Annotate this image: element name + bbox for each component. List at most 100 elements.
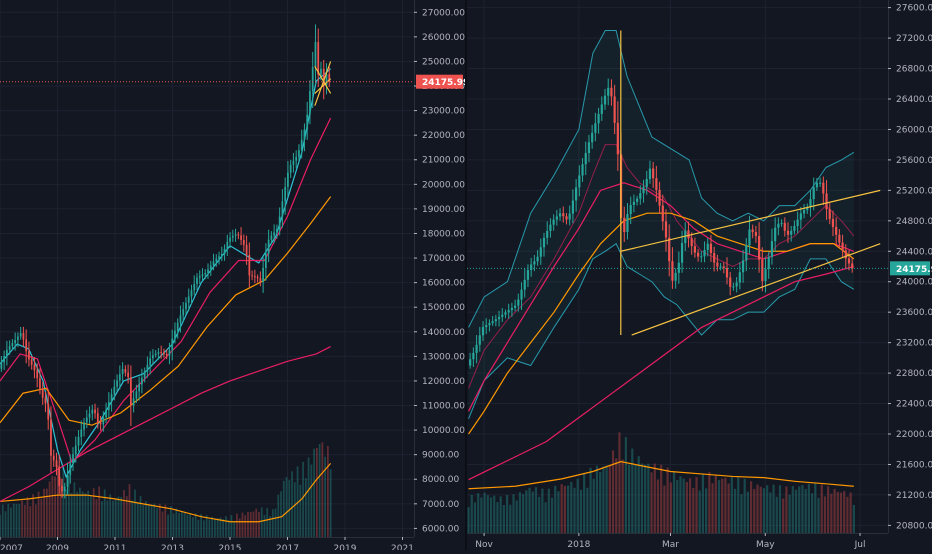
candle-body	[287, 172, 289, 187]
volume-bar	[769, 492, 772, 533]
volume-bar	[586, 487, 589, 533]
candle-body	[262, 267, 264, 283]
candle-body	[687, 230, 690, 239]
volume-bar	[766, 485, 769, 533]
candle-body	[530, 264, 533, 270]
candle-body	[648, 168, 652, 180]
time-tick-label: 2011	[104, 544, 127, 550]
candle-body	[562, 213, 565, 217]
candle-body	[152, 355, 154, 359]
volume-bar	[92, 488, 95, 537]
bollinger-upper-line	[468, 29, 855, 328]
candle-body	[478, 335, 481, 345]
volume-average-line	[468, 461, 854, 490]
candle-body	[504, 312, 507, 315]
candle-body	[703, 249, 706, 257]
volume-bar	[296, 466, 299, 537]
volume-bar	[827, 486, 830, 533]
volume-bar	[656, 479, 660, 533]
candle-body	[251, 275, 253, 277]
volume-bar	[125, 496, 128, 537]
volume-bar	[65, 489, 68, 537]
price-tick-label: 11000.00	[422, 402, 465, 412]
candle-body	[815, 182, 819, 188]
candle-body	[220, 254, 223, 257]
volume-bar	[611, 450, 615, 533]
volume-bar	[791, 486, 794, 533]
candle-body	[94, 409, 96, 414]
price-tick-label: 25200.00	[896, 186, 932, 196]
bollinger-lower-line	[468, 242, 855, 419]
candle-body	[47, 403, 50, 420]
candle-body	[6, 349, 8, 357]
volume-bar	[573, 487, 576, 533]
price-tick-label: 20800.00	[896, 521, 932, 531]
volume-bar	[109, 494, 112, 537]
volume-bar	[238, 518, 241, 537]
candle-body	[799, 213, 802, 220]
candle-body	[129, 377, 132, 406]
candle-body	[809, 199, 812, 208]
candle-body	[284, 186, 287, 202]
price-tick-label: 25000.00	[422, 57, 465, 67]
candle-body	[22, 333, 25, 340]
volume-bar	[70, 492, 73, 537]
volume-bar	[216, 518, 219, 537]
candle-body	[636, 198, 639, 202]
volume-bar	[653, 463, 656, 533]
candle-body	[777, 223, 780, 228]
candle-body	[639, 193, 642, 199]
candle-body	[182, 309, 185, 316]
volume-bar	[579, 489, 583, 533]
candle-body	[322, 68, 325, 86]
candle-body	[295, 156, 298, 161]
candle-body	[91, 409, 94, 414]
panel-divider[interactable]	[465, 0, 467, 550]
candle-body	[514, 305, 517, 308]
volume-pane	[467, 432, 855, 533]
candle-body	[58, 466, 61, 486]
volume-bar	[37, 491, 40, 537]
candle-body	[14, 339, 17, 344]
volume-bar	[81, 491, 84, 537]
volume-bar	[483, 492, 486, 533]
volume-bar	[280, 491, 282, 537]
volume-bar	[329, 469, 332, 537]
volume-bar	[534, 487, 538, 533]
volume-bar	[727, 483, 730, 533]
chart-panel-weekly[interactable]: 27000.0026000.0025000.0024000.0023000.00…	[0, 0, 469, 554]
volume-bar	[145, 501, 147, 537]
volume-bar	[293, 482, 296, 537]
volume-bar	[227, 520, 230, 537]
volume-bar	[660, 464, 663, 533]
volume-bar	[688, 478, 692, 533]
weekly-chart[interactable]: 27000.0026000.0025000.0024000.0023000.00…	[0, 0, 469, 554]
volume-bar	[493, 495, 496, 533]
candle-body	[475, 344, 478, 353]
candle-body	[209, 265, 212, 270]
candle-body	[831, 219, 835, 227]
candle-body	[844, 250, 847, 259]
candle-body	[85, 417, 88, 423]
volume-bar	[798, 486, 801, 533]
volume-bar	[480, 497, 483, 533]
volume-bar	[84, 493, 87, 537]
volume-bar	[563, 485, 566, 533]
candle-body	[847, 258, 851, 264]
candle-body	[118, 374, 121, 381]
volume-bar	[164, 504, 167, 537]
candle-body	[248, 254, 251, 276]
volume-bar	[266, 508, 269, 537]
candle-body	[790, 230, 793, 235]
chart-panel-daily[interactable]: 27600.00 27200.00 26800.00 26400.00 26000.00…	[467, 0, 932, 550]
volume-bar	[34, 504, 37, 537]
volume-bar	[778, 485, 782, 533]
candle-body	[30, 359, 33, 365]
volume-bar	[123, 489, 125, 537]
volume-bar	[782, 498, 785, 533]
daily-chart[interactable]: 27600.00 27200.00 26800.00 26400.00 26000.00…	[467, 0, 932, 550]
volume-bar	[98, 486, 101, 537]
volume-bar	[7, 503, 10, 537]
volume-bar	[705, 488, 708, 533]
volume-bar	[252, 511, 255, 537]
